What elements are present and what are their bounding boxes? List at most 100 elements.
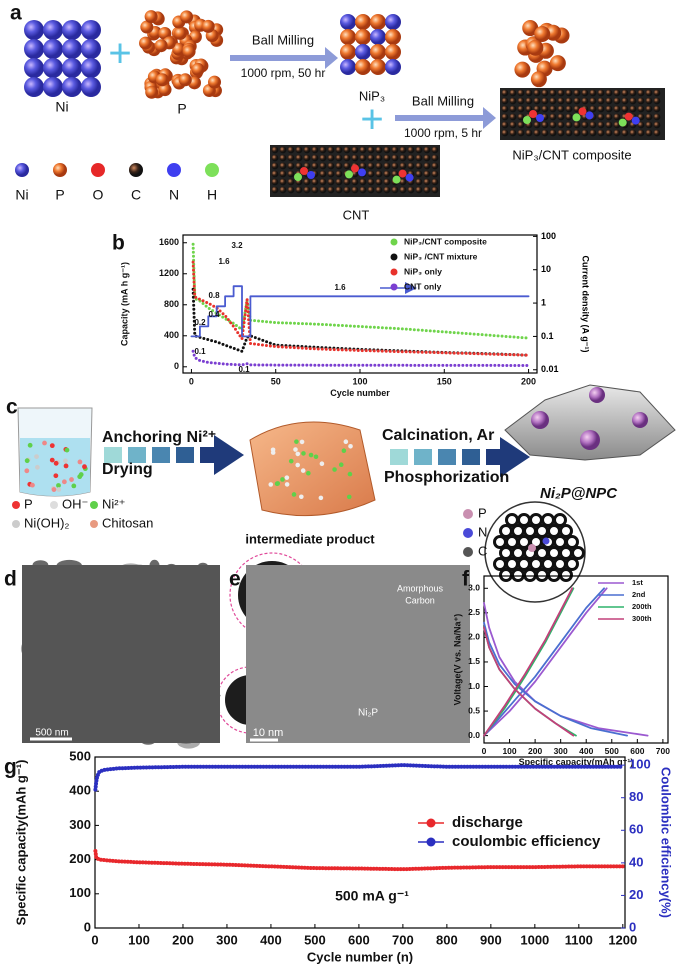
atom	[279, 186, 287, 194]
atom	[62, 39, 82, 59]
atom	[522, 20, 539, 37]
atom	[415, 162, 423, 170]
x-tick-label: 300	[216, 932, 238, 947]
series-line	[191, 260, 531, 357]
tem-image	[246, 565, 470, 743]
atom	[327, 162, 335, 170]
annotation: 0.1	[238, 365, 250, 374]
atom	[533, 105, 541, 113]
atom	[383, 186, 391, 194]
legend-atom	[167, 163, 181, 177]
y-axis-label: Capacity (mA h g⁻¹)	[119, 262, 129, 346]
atom	[589, 129, 597, 137]
atom	[155, 73, 169, 87]
atom	[287, 186, 295, 194]
atom	[383, 170, 391, 178]
label: intermediate product	[245, 531, 375, 546]
atom	[294, 173, 302, 181]
atom	[370, 29, 386, 45]
particle	[300, 468, 306, 473]
legend-dot	[463, 547, 473, 557]
annotation: 0.8	[208, 291, 220, 300]
particle	[24, 468, 30, 474]
label: NiP₃	[359, 88, 385, 103]
y2-tick-label: 40	[629, 854, 643, 869]
atom	[605, 105, 613, 113]
series-line	[483, 587, 649, 737]
atom	[423, 162, 431, 170]
atom	[605, 97, 613, 105]
atom	[415, 186, 423, 194]
label: 1000 rpm, 50 hr	[241, 66, 326, 80]
atom	[431, 170, 439, 178]
atom	[307, 171, 315, 179]
legend-dot	[90, 501, 98, 509]
atom	[311, 162, 319, 170]
atom	[295, 162, 303, 170]
panel-label: b	[112, 232, 125, 255]
particle	[580, 430, 600, 450]
series-line	[93, 763, 625, 792]
series-line	[191, 349, 531, 367]
atom	[180, 10, 194, 24]
particle	[589, 387, 605, 403]
x-tick-label: 200	[172, 932, 194, 947]
atom	[367, 186, 375, 194]
panel-label: f	[462, 568, 470, 591]
annotation: 0.1	[194, 347, 206, 356]
legend-dot	[12, 520, 20, 528]
particle	[77, 474, 83, 480]
y-tick-label: 1600	[159, 237, 179, 247]
y-tick-label: 0	[84, 919, 91, 934]
atom	[327, 154, 335, 162]
atom	[509, 89, 517, 97]
particle	[53, 473, 59, 479]
series-line	[191, 242, 531, 340]
y2-tick-label: 100	[541, 231, 556, 241]
particle	[34, 454, 39, 459]
atom	[589, 105, 597, 113]
legend-label: Chitosan	[102, 515, 153, 530]
atom	[271, 154, 279, 162]
atom	[62, 77, 82, 97]
atom	[621, 129, 629, 137]
atom	[359, 178, 367, 186]
atom	[340, 29, 356, 45]
atom	[533, 129, 541, 137]
panel-label: g	[4, 756, 17, 779]
atom	[509, 113, 517, 121]
atom	[355, 14, 371, 30]
x-axis-label: Cycle number	[330, 388, 390, 398]
atom	[653, 89, 661, 97]
particle	[56, 487, 62, 492]
y2-tick-label: 1	[541, 297, 546, 307]
legend-label: N	[478, 524, 487, 539]
atom	[287, 146, 295, 154]
atom	[501, 97, 509, 105]
atom	[423, 170, 431, 178]
atom	[597, 113, 605, 121]
atom	[370, 59, 386, 75]
atom	[549, 129, 557, 137]
atom	[343, 186, 351, 194]
atom	[431, 178, 439, 186]
atom	[343, 154, 351, 162]
legend-atom	[129, 163, 143, 177]
x-tick-label: 100	[502, 746, 516, 756]
atom	[385, 14, 401, 30]
atom	[525, 97, 533, 105]
particle	[308, 452, 314, 458]
atom	[319, 170, 327, 178]
particle	[299, 494, 304, 500]
atom	[385, 29, 401, 45]
y2-tick-label: 20	[629, 887, 643, 902]
atom	[517, 97, 525, 105]
atom	[287, 170, 295, 178]
atom	[345, 170, 353, 179]
atom	[399, 186, 407, 194]
particle	[301, 451, 306, 456]
atom	[529, 110, 537, 118]
particle	[313, 454, 319, 460]
x-tick-label: 1000	[520, 932, 549, 947]
legend-label: Ni²⁺	[102, 496, 125, 511]
